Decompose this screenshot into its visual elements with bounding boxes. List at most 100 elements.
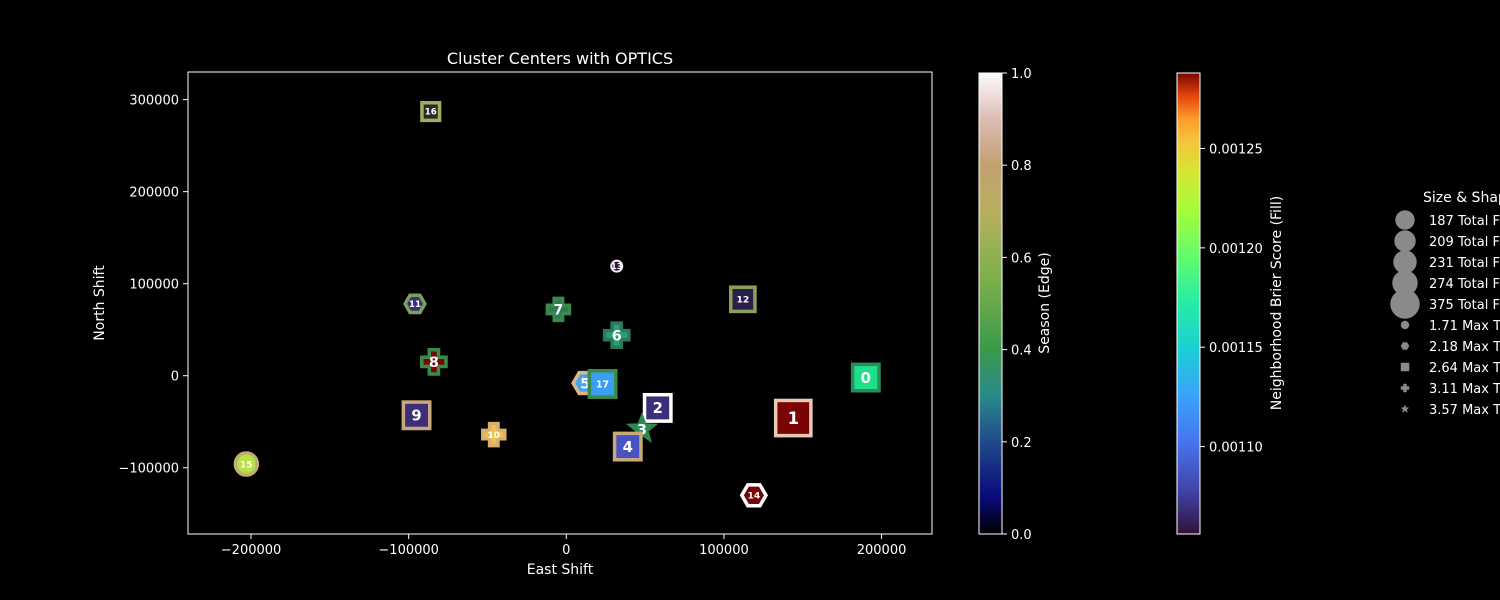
cluster-point: 8	[420, 348, 448, 376]
cluster-point: 4	[612, 431, 643, 462]
legend-label: 2.64 Max T	[1429, 361, 1500, 376]
colorbar-tick-label: 0.2	[1011, 436, 1032, 451]
cluster-marker	[233, 451, 260, 477]
cluster-marker	[403, 293, 427, 315]
colorbar-tick-label: 0.00115	[1209, 341, 1263, 356]
cluster-point: 1	[773, 398, 813, 438]
colorbar-tick-label: 0.00125	[1209, 143, 1263, 158]
x-tick-label: 200000	[857, 543, 907, 558]
cluster-label: 3	[637, 422, 647, 438]
cluster-point: 17	[587, 369, 618, 399]
cluster-label: 4	[623, 439, 633, 456]
x-tick-label: −200000	[221, 543, 282, 558]
x-tick-label: 0	[562, 543, 570, 558]
cluster-marker	[602, 321, 631, 350]
legend-entry: 1.71 Max T	[1400, 319, 1500, 334]
cluster-point: 10	[481, 421, 507, 448]
cluster-marker	[420, 101, 442, 123]
legend-marker-square	[1400, 362, 1410, 372]
cluster-point: 6	[602, 321, 631, 350]
legend-title: Size & Shap	[1423, 190, 1500, 206]
colorbar-tick-label: 0.00120	[1209, 242, 1263, 257]
cluster-label: 5	[580, 376, 590, 392]
legend-label: 187 Total F	[1429, 214, 1500, 229]
legend-entry: 187 Total F	[1395, 210, 1500, 230]
cluster-marker	[401, 400, 432, 431]
cluster-point: 15	[233, 451, 260, 477]
colorbar-tick-label: 1.0	[1011, 67, 1032, 82]
x-tick-label: −100000	[378, 543, 439, 558]
y-axis-label: North Shift	[92, 265, 108, 341]
legend-label: 3.57 Max T	[1429, 403, 1500, 418]
legend-entry: 3.57 Max T	[1400, 403, 1500, 418]
legend-label: 3.11 Max T	[1429, 382, 1500, 397]
legend-marker-circle	[1394, 230, 1416, 252]
cluster-point: 11	[403, 293, 427, 315]
colorbar-edge-label: Season (Edge)	[1037, 252, 1053, 353]
colorbar-tick-label: 0.6	[1011, 251, 1032, 266]
legend-entry: 2.18 Max T	[1400, 340, 1500, 355]
chart-title: Cluster Centers with OPTICS	[447, 49, 673, 68]
cluster-label: 14	[747, 491, 760, 502]
cluster-marker	[728, 285, 757, 314]
cluster-marker	[545, 296, 572, 323]
cluster-label: 15	[240, 460, 253, 470]
y-tick-label: 300000	[129, 94, 179, 109]
cluster-label: 9	[411, 408, 421, 425]
legend-marker-plus	[1400, 383, 1410, 393]
cluster-label: 2	[653, 400, 663, 417]
legend-entry: 2.64 Max T	[1400, 361, 1500, 376]
cluster-label: 17	[596, 379, 609, 390]
colorbar-fill-label: Neighborhood Brier Score (Fill)	[1269, 196, 1285, 410]
cluster-point: 7	[545, 296, 572, 323]
legend-entry: 375 Total F	[1390, 289, 1500, 319]
legend-marker-circle	[1400, 320, 1410, 330]
legend-entry: 231 Total F	[1393, 250, 1500, 274]
cluster-point: 0	[850, 362, 881, 393]
legend-label: 274 Total F	[1429, 277, 1500, 292]
cluster-label: 1	[788, 409, 799, 428]
y-axis: −100000 0 100000 200000 300000	[118, 94, 188, 477]
cluster-label: 0	[861, 370, 871, 387]
y-tick-label: 200000	[129, 186, 179, 201]
y-tick-label: 0	[171, 370, 179, 385]
y-tick-label: −100000	[118, 462, 179, 477]
legend-entry: 209 Total F	[1394, 230, 1500, 252]
colorbar-edge-axis: 0.0 0.2 0.4 0.6 0.8 1.0	[1002, 67, 1032, 543]
cluster-point: 9	[401, 400, 432, 431]
cluster-label: 13	[611, 262, 622, 271]
legend: 187 Total F 209 Total F 231 Total F 274 Tot…	[1390, 210, 1500, 418]
colorbar-tick-label: 0.00110	[1209, 441, 1263, 456]
legend-entry: 274 Total F	[1392, 270, 1500, 296]
x-axis: −200000 −100000 0 100000 200000	[221, 534, 907, 558]
cluster-marker	[739, 483, 769, 508]
cluster-point: 12	[728, 285, 757, 314]
cluster-label: 8	[429, 355, 439, 371]
cluster-label: 12	[736, 295, 749, 306]
cluster-label: 7	[554, 302, 564, 318]
cluster-marker	[612, 431, 643, 462]
colorbar-fill-axis: 0.00110 0.00115 0.00120 0.00125	[1200, 143, 1263, 456]
cluster-marker	[850, 362, 881, 393]
cluster-point: 13	[610, 259, 624, 273]
legend-marker-circle	[1395, 210, 1415, 230]
x-axis-label: East Shift	[527, 562, 594, 578]
cluster-label: 10	[488, 431, 501, 441]
cluster-point: 14	[739, 483, 769, 508]
colorbar-edge	[978, 72, 1003, 535]
legend-label: 231 Total F	[1429, 256, 1500, 271]
cluster-marker	[773, 398, 813, 438]
legend-label: 2.18 Max T	[1429, 340, 1500, 355]
cluster-point: 2	[642, 392, 673, 423]
legend-marker-circle	[1390, 289, 1420, 319]
legend-marker-star	[1400, 404, 1410, 413]
colorbar-tick-label: 0.4	[1011, 344, 1032, 359]
y-tick-label: 100000	[129, 278, 179, 293]
cluster-label: 11	[409, 300, 421, 310]
cluster-point: 16	[420, 101, 442, 123]
colorbar-tick-label: 0.8	[1011, 159, 1032, 174]
plot-area	[187, 71, 933, 535]
cluster-marker	[420, 348, 448, 376]
